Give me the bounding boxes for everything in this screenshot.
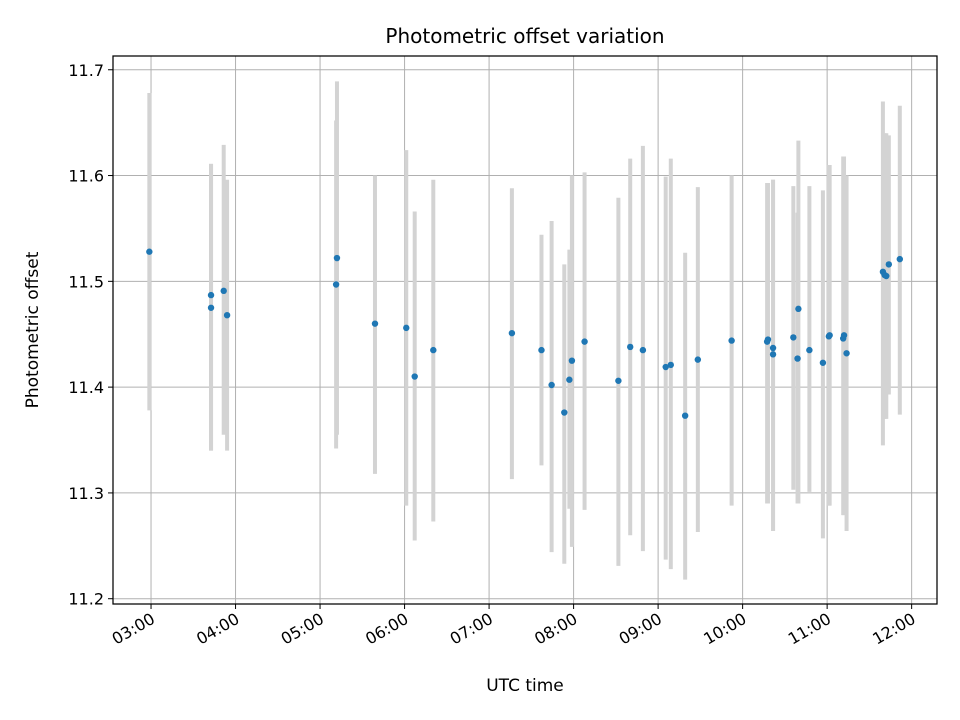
data-point <box>403 324 410 332</box>
data-point <box>223 311 231 319</box>
data-point <box>843 350 850 357</box>
data-point <box>662 363 669 371</box>
y-tick-label: 11.4 <box>68 378 104 397</box>
y-tick-label: 11.7 <box>68 61 104 80</box>
data-point <box>795 305 802 313</box>
data-point <box>667 361 674 369</box>
data-point <box>769 351 777 358</box>
data-point <box>568 357 576 364</box>
grid <box>113 56 937 604</box>
data-point <box>794 355 801 362</box>
data-point <box>146 248 153 255</box>
y-axis-title: Photometric offset <box>23 251 43 408</box>
data-point <box>207 304 215 311</box>
data-point <box>790 334 797 341</box>
data-point <box>207 291 215 299</box>
data-point <box>826 332 833 339</box>
data-point <box>639 346 647 354</box>
data-point <box>896 255 904 263</box>
data-point <box>764 336 772 343</box>
data-point <box>681 412 689 419</box>
y-tick-label: 11.3 <box>68 484 104 503</box>
data-point <box>627 343 634 351</box>
data-point <box>548 381 555 389</box>
y-tick-label: 11.2 <box>68 590 104 609</box>
data-point <box>885 261 893 268</box>
data-point <box>561 409 568 416</box>
data-point <box>566 376 573 383</box>
data-point <box>694 356 702 363</box>
y-tick-label: 11.6 <box>68 167 104 186</box>
data-point <box>769 344 777 352</box>
data-point <box>538 346 545 354</box>
data-points <box>146 248 904 419</box>
data-point <box>411 373 418 380</box>
data-point <box>220 287 227 295</box>
data-point <box>332 281 340 288</box>
data-point <box>333 254 341 262</box>
chart-title: Photometric offset variation <box>385 24 664 48</box>
data-point <box>883 272 890 280</box>
data-point <box>806 346 813 354</box>
data-point <box>819 359 827 366</box>
x-axis-title: UTC time <box>486 676 564 696</box>
y-tick-label: 11.5 <box>68 272 104 291</box>
plot-frame <box>112 55 938 605</box>
data-point <box>840 332 848 339</box>
data-point <box>728 337 735 344</box>
data-point <box>508 329 516 337</box>
data-point <box>581 338 588 345</box>
data-point <box>430 346 437 354</box>
data-point <box>615 377 622 384</box>
data-point <box>371 320 379 327</box>
